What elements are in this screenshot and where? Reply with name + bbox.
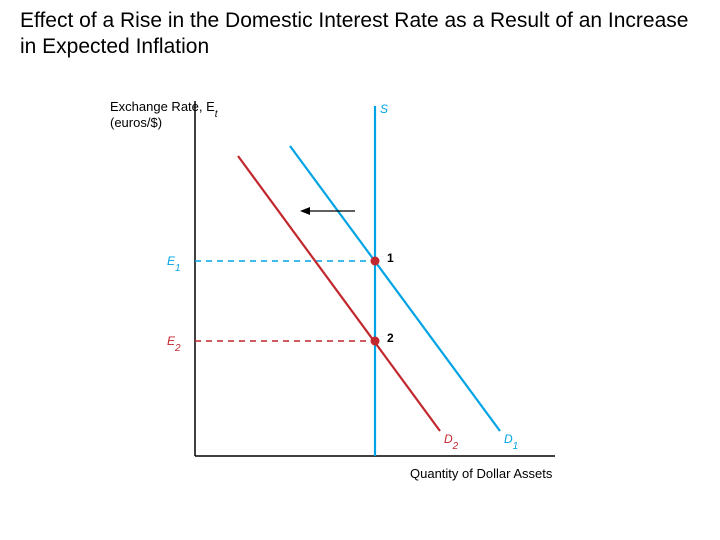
e-label-2: E2 — [167, 334, 181, 354]
point-label-2: 2 — [387, 331, 394, 345]
demand-2-curve — [238, 156, 440, 431]
demand-2-label: D2 — [444, 432, 459, 452]
page-title: Effect of a Rise in the Domestic Interes… — [0, 0, 720, 61]
supply-label: S — [380, 102, 388, 116]
supply-demand-chart: Exchange Rate, Et(euros/$)Quantity of Do… — [0, 61, 720, 501]
equilibrium-point-1 — [371, 256, 380, 265]
demand-1-label: D1 — [504, 432, 518, 452]
x-axis-label: Quantity of Dollar Assets — [410, 466, 553, 481]
demand-1-curve — [290, 146, 500, 431]
equilibrium-point-2 — [371, 336, 380, 345]
y-axis-label-2: (euros/$) — [110, 115, 162, 130]
chart-container: Exchange Rate, Et(euros/$)Quantity of Do… — [0, 61, 720, 501]
point-label-1: 1 — [387, 251, 394, 265]
e-label-1: E1 — [167, 254, 181, 274]
